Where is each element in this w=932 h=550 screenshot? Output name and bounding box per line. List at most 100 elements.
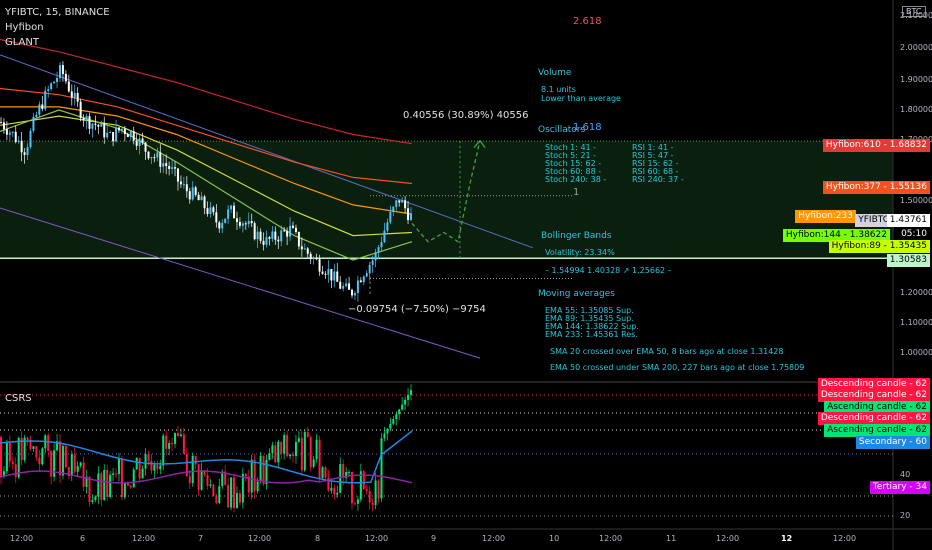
price-candle [256, 231, 259, 240]
price-candle [79, 101, 82, 118]
price-candle [73, 93, 76, 98]
time-tick: 12:00 [833, 534, 857, 543]
csrs-candle [244, 473, 247, 477]
csrs-candle [327, 477, 330, 491]
csrs-candle [324, 467, 327, 478]
price-candle [206, 208, 209, 214]
forecast-arrow [473, 139, 486, 149]
price-candle [70, 91, 73, 98]
price-candle [345, 283, 348, 287]
csrs-candle [106, 469, 109, 497]
ma-89-curve [0, 106, 413, 215]
csrs-candle [109, 474, 112, 497]
price-candle [115, 127, 118, 142]
csrs-candle [212, 484, 215, 497]
indicator-hyfibon-label[interactable]: Hyfibon [5, 22, 44, 33]
ma-233-curve [0, 38, 413, 145]
time-tick: 6 [80, 534, 86, 543]
price-candle [259, 231, 262, 241]
csrs-candle [256, 481, 259, 492]
csrs-candle [271, 445, 274, 454]
fib-2618-label: 2.618 [573, 16, 602, 27]
ema-144: EMA 144: 1.38622 Sup. [545, 322, 639, 331]
csrs-candle [165, 435, 168, 449]
time-tick: 10 [549, 534, 560, 543]
price-tick: 1.00000 [900, 348, 932, 357]
price-candle [85, 116, 88, 121]
csrs-candle [206, 475, 209, 486]
csrs-candle [5, 443, 8, 472]
fib-1618-label: 1.618 [573, 122, 602, 133]
price-candle [380, 242, 383, 248]
csrs-candle [333, 487, 336, 495]
csrs-candle [294, 441, 297, 456]
cross-signal-1: SMA 20 crossed over EMA 50, 8 bars ago a… [550, 347, 784, 356]
csrs-candle [159, 465, 162, 470]
csrs-panel-title[interactable]: CSRS [5, 393, 32, 404]
csrs-candle [176, 432, 179, 436]
csrs-candle [401, 404, 404, 410]
price-candle [398, 200, 401, 203]
price-candle [53, 81, 56, 84]
price-candle [91, 123, 94, 129]
price-candle [389, 211, 392, 223]
csrs-candle [100, 473, 103, 500]
price-tick: 1.10000 [900, 318, 932, 327]
volume-compare: Lower than average [541, 94, 621, 103]
csrs-candle [368, 491, 371, 503]
csrs-candle [123, 482, 126, 498]
price-candle [47, 89, 50, 91]
price-tick: 2.00000 [900, 43, 932, 52]
csrs-candle [336, 492, 339, 495]
price-candle [0, 122, 2, 124]
price-candle [82, 117, 85, 121]
price-candle [200, 196, 203, 201]
price-tick: 1.50000 [900, 196, 932, 205]
price-candle [141, 138, 144, 143]
price-candle [159, 152, 162, 167]
time-tick: 7 [198, 534, 204, 543]
csrs-candle [215, 496, 218, 503]
csrs-candle [112, 473, 115, 475]
csrs-candle [348, 471, 351, 473]
price-candle [262, 240, 265, 245]
price-candle [309, 253, 312, 260]
price-candle [289, 225, 292, 237]
price-candle [120, 128, 123, 131]
csrs-candle [312, 459, 315, 467]
price-candle [64, 73, 67, 82]
csrs-candle [150, 461, 153, 471]
price-candle [112, 132, 115, 142]
csrs-tick: 40 [900, 470, 911, 479]
volume-heading: Volume [538, 68, 572, 78]
price-candle [162, 163, 165, 167]
price-candle [171, 167, 174, 169]
csrs-candle [262, 455, 265, 485]
price-candle [132, 131, 135, 141]
price-candle [29, 130, 32, 148]
price-candle [197, 194, 200, 201]
price-candle [392, 206, 395, 212]
price-candle [150, 157, 153, 159]
csrs-candle [250, 459, 253, 493]
indicator-glant-label[interactable]: GLANT [5, 37, 39, 48]
price-candle [377, 247, 380, 253]
csrs-candle [126, 482, 129, 486]
csrs-asc-candle-tag: Ascending candle - 62 [824, 424, 930, 437]
price-candle [303, 248, 306, 250]
price-candle [386, 222, 389, 231]
volume-units: 8.1 units [541, 85, 576, 94]
csrs-candle [120, 458, 123, 498]
price-candle [404, 200, 407, 209]
symbol-price-tag: YFIBTC [855, 214, 892, 227]
csrs-candle [227, 484, 230, 508]
price-tick: 1.80000 [900, 105, 932, 114]
time-tick: 12:00 [248, 534, 272, 543]
price-candle [300, 246, 303, 250]
csrs-candle [306, 432, 309, 438]
price-candle [106, 132, 109, 138]
price-candle [147, 151, 150, 159]
csrs-desc-candle-tag: Descending candle - 62 [817, 389, 930, 402]
csrs-candle [292, 454, 295, 456]
